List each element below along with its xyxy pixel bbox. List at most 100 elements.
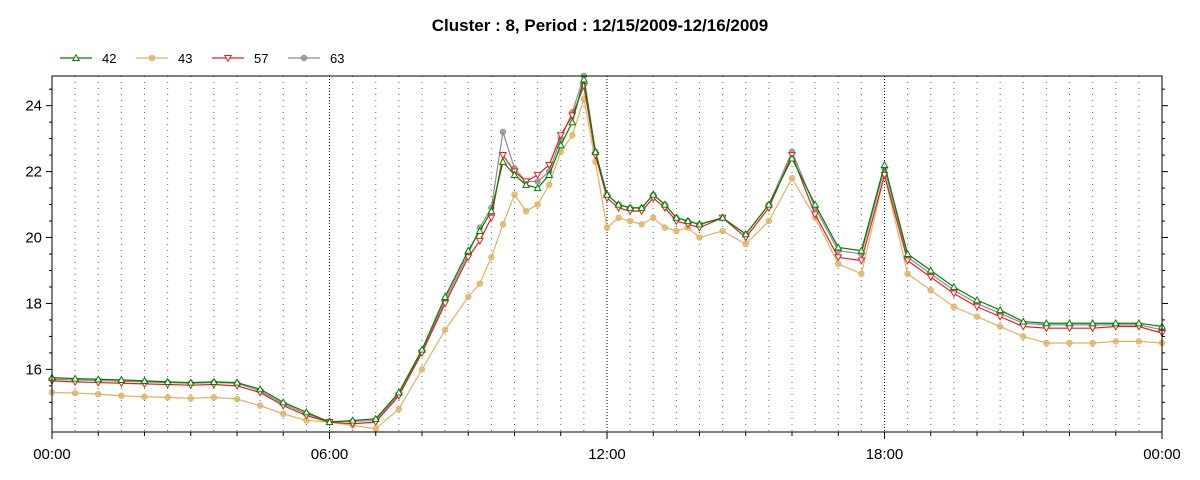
data-point bbox=[903, 249, 912, 258]
data-point bbox=[465, 293, 472, 301]
data-point bbox=[695, 220, 704, 228]
x-tick-label: 00:00 bbox=[1143, 446, 1181, 463]
data-point bbox=[545, 161, 554, 170]
legend-label: 57 bbox=[254, 51, 268, 66]
series-57 bbox=[47, 82, 1167, 428]
data-point bbox=[164, 394, 171, 401]
data-point bbox=[417, 345, 427, 353]
data-point bbox=[858, 270, 865, 277]
data-point bbox=[534, 201, 541, 208]
data-point bbox=[719, 227, 726, 235]
legend-swatch-marker bbox=[300, 54, 308, 62]
chart-legend: 42 43 57 63 bbox=[60, 51, 344, 66]
data-point bbox=[811, 211, 820, 219]
data-point bbox=[1088, 318, 1097, 327]
data-point bbox=[996, 305, 1005, 314]
data-point bbox=[186, 378, 195, 386]
data-point bbox=[926, 274, 935, 282]
data-point bbox=[672, 213, 681, 221]
data-point bbox=[95, 390, 102, 398]
data-point bbox=[718, 213, 727, 221]
data-point bbox=[673, 227, 680, 235]
data-point bbox=[545, 181, 553, 188]
data-point bbox=[742, 240, 749, 248]
series-63 bbox=[48, 72, 1166, 425]
data-point bbox=[395, 405, 403, 413]
data-point bbox=[71, 374, 80, 382]
data-point bbox=[475, 237, 484, 246]
data-point bbox=[649, 190, 658, 198]
data-point bbox=[441, 326, 449, 334]
data-point bbox=[418, 366, 426, 373]
data-point bbox=[603, 224, 611, 231]
data-point bbox=[394, 388, 403, 396]
data-point bbox=[903, 257, 912, 265]
x-tick-label: 00:00 bbox=[33, 446, 71, 463]
data-point bbox=[498, 157, 507, 165]
legend-swatch-marker bbox=[71, 53, 81, 62]
data-point bbox=[256, 402, 264, 409]
data-point bbox=[118, 392, 125, 399]
data-point bbox=[475, 226, 484, 234]
data-point bbox=[476, 280, 484, 287]
data-point bbox=[441, 292, 450, 300]
data-point bbox=[696, 234, 703, 241]
x-tick-label: 12:00 bbox=[588, 446, 626, 463]
data-point bbox=[464, 254, 473, 262]
y-tick-label: 20 bbox=[25, 230, 42, 247]
data-point bbox=[787, 154, 797, 162]
x-tick-label: 06:00 bbox=[311, 446, 349, 463]
data-point bbox=[926, 266, 935, 274]
data-point bbox=[615, 214, 622, 221]
data-point bbox=[1112, 338, 1119, 345]
data-point bbox=[510, 170, 519, 178]
data-point bbox=[210, 394, 218, 401]
data-point bbox=[927, 287, 934, 294]
data-point bbox=[140, 376, 149, 384]
data-point bbox=[1042, 318, 1051, 327]
x-axis: 00:00 06:00 12:00 18:00 00:00 bbox=[33, 432, 1181, 463]
data-point bbox=[972, 303, 982, 311]
chart-title: Cluster : 8, Period : 12/15/2009-12/16/2… bbox=[432, 16, 768, 35]
data-point bbox=[487, 206, 496, 215]
legend-label: 63 bbox=[330, 51, 344, 66]
data-point bbox=[650, 214, 657, 221]
data-point bbox=[372, 425, 379, 432]
data-point bbox=[187, 395, 194, 402]
data-point bbox=[973, 313, 981, 320]
data-point bbox=[626, 203, 635, 211]
data-point bbox=[788, 174, 796, 182]
data-point bbox=[499, 128, 507, 136]
data-point bbox=[348, 416, 357, 424]
grid-lines bbox=[74, 76, 1140, 432]
data-point bbox=[591, 147, 600, 155]
data-point bbox=[534, 178, 541, 185]
data-point bbox=[522, 207, 530, 215]
y-tick-label: 16 bbox=[25, 361, 42, 378]
data-point bbox=[1134, 318, 1143, 327]
data-point bbox=[614, 200, 623, 208]
data-point bbox=[545, 170, 554, 178]
data-point bbox=[661, 224, 669, 231]
data-point bbox=[1019, 317, 1028, 325]
data-point bbox=[441, 300, 450, 308]
y-tick-label: 24 bbox=[25, 98, 42, 115]
data-point bbox=[279, 398, 288, 406]
data-point bbox=[141, 393, 148, 400]
legend-item-63: 63 bbox=[288, 51, 344, 66]
y-axis: 16 18 20 22 24 bbox=[25, 88, 1168, 420]
data-point bbox=[568, 117, 577, 126]
data-point bbox=[949, 282, 958, 291]
data-point bbox=[602, 190, 612, 198]
data-point bbox=[996, 313, 1005, 321]
data-point bbox=[626, 217, 634, 225]
data-point bbox=[522, 180, 531, 188]
legend-item-43: 43 bbox=[136, 51, 192, 66]
data-point bbox=[569, 132, 576, 139]
data-point bbox=[371, 414, 380, 422]
data-point bbox=[464, 246, 473, 254]
legend-swatch-marker bbox=[148, 54, 156, 62]
legend-item-57: 57 bbox=[212, 51, 268, 66]
data-point bbox=[857, 246, 866, 254]
